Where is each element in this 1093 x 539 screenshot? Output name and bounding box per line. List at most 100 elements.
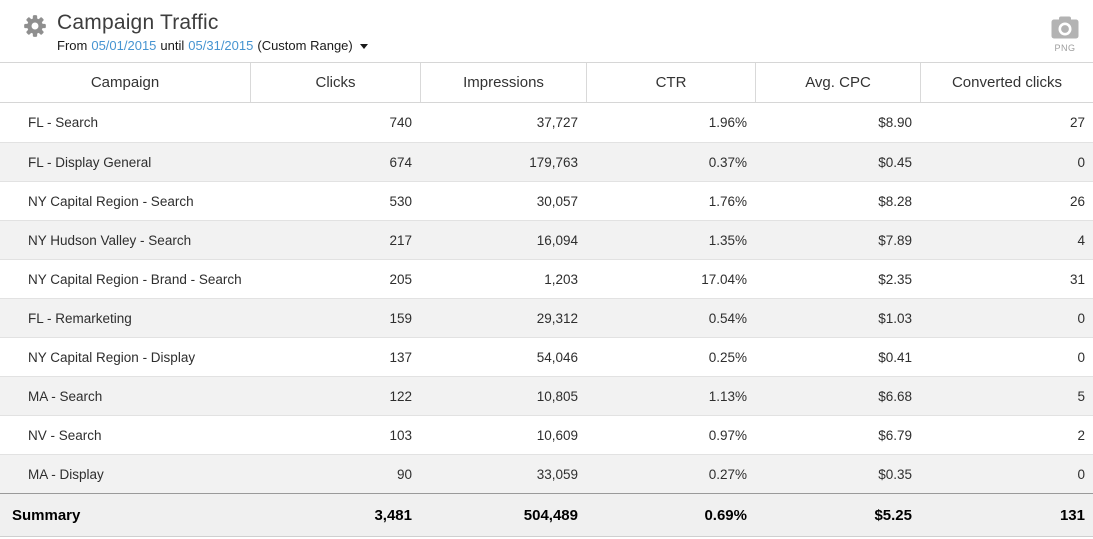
table-row: FL - Search 740 37,727 1.96% $8.90 27 bbox=[0, 103, 1093, 142]
column-header-ctr: CTR bbox=[586, 63, 755, 102]
campaign-cell: NY Capital Region - Brand - Search bbox=[28, 271, 242, 287]
summary-impressions: 504,489 bbox=[523, 506, 578, 524]
ctr-cell: 0.54% bbox=[708, 310, 747, 326]
ctr-cell: 1.96% bbox=[708, 115, 747, 130]
ctr-cell: 0.27% bbox=[708, 466, 747, 482]
impressions-cell: 33,059 bbox=[536, 466, 578, 482]
clicks-cell: 137 bbox=[389, 349, 412, 365]
export-png-button[interactable]: PNG bbox=[1051, 16, 1079, 53]
campaign-cell: NV - Search bbox=[28, 427, 102, 443]
campaign-cell: FL - Remarketing bbox=[28, 310, 132, 326]
clicks-cell: 90 bbox=[396, 466, 412, 482]
converted-clicks-cell: 0 bbox=[1077, 349, 1085, 365]
campaign-cell: NY Capital Region - Display bbox=[28, 349, 196, 365]
avg-cpc-cell: $6.68 bbox=[878, 388, 912, 404]
campaign-cell: MA - Search bbox=[28, 388, 103, 404]
impressions-cell: 10,805 bbox=[536, 388, 578, 404]
impressions-cell: 179,763 bbox=[529, 154, 578, 170]
table-row: NY Hudson Valley - Search 217 16,094 1.3… bbox=[0, 220, 1093, 259]
impressions-cell: 10,609 bbox=[536, 427, 578, 443]
camera-icon bbox=[1051, 16, 1079, 42]
ctr-cell: 1.76% bbox=[708, 193, 747, 209]
campaign-cell: FL - Display General bbox=[28, 154, 152, 170]
summary-avg-cpc: $5.25 bbox=[874, 506, 912, 524]
clicks-cell: 205 bbox=[389, 271, 412, 287]
converted-clicks-cell: 27 bbox=[1069, 115, 1085, 130]
avg-cpc-cell: $0.41 bbox=[878, 349, 912, 365]
summary-converted-clicks: 131 bbox=[1059, 506, 1085, 524]
table-header-row: Campaign Clicks Impressions CTR Avg. CPC… bbox=[0, 62, 1093, 103]
summary-row: Summary 3,481 504,489 0.69% $5.25 131 bbox=[0, 493, 1093, 537]
avg-cpc-cell: $8.90 bbox=[878, 115, 912, 130]
date-until-label: until bbox=[160, 38, 185, 53]
converted-clicks-cell: 26 bbox=[1069, 193, 1085, 209]
impressions-cell: 30,057 bbox=[536, 193, 578, 209]
date-range-type: (Custom Range) bbox=[257, 38, 353, 53]
ctr-cell: 17.04% bbox=[701, 271, 747, 287]
ctr-cell: 1.13% bbox=[708, 388, 747, 404]
avg-cpc-cell: $2.35 bbox=[878, 271, 912, 287]
converted-clicks-cell: 0 bbox=[1077, 310, 1085, 326]
avg-cpc-cell: $0.45 bbox=[878, 154, 912, 170]
end-date-link[interactable]: 05/31/2015 bbox=[188, 38, 254, 53]
clicks-cell: 740 bbox=[389, 115, 412, 130]
converted-clicks-cell: 2 bbox=[1077, 427, 1085, 443]
table-row: MA - Display 90 33,059 0.27% $0.35 0 bbox=[0, 454, 1093, 493]
column-header-clicks: Clicks bbox=[250, 63, 420, 102]
impressions-cell: 16,094 bbox=[536, 232, 578, 248]
start-date-link[interactable]: 05/01/2015 bbox=[91, 38, 157, 53]
table-row: FL - Remarketing 159 29,312 0.54% $1.03 … bbox=[0, 298, 1093, 337]
column-header-impressions: Impressions bbox=[420, 63, 586, 102]
impressions-cell: 37,727 bbox=[536, 115, 578, 130]
avg-cpc-cell: $6.79 bbox=[878, 427, 912, 443]
impressions-cell: 1,203 bbox=[544, 271, 578, 287]
converted-clicks-cell: 31 bbox=[1069, 271, 1085, 287]
ctr-cell: 0.97% bbox=[708, 427, 747, 443]
table-body: FL - Search 740 37,727 1.96% $8.90 27 FL… bbox=[0, 103, 1093, 493]
converted-clicks-cell: 0 bbox=[1077, 154, 1085, 170]
ctr-cell: 0.25% bbox=[708, 349, 747, 365]
table-row: NY Capital Region - Search 530 30,057 1.… bbox=[0, 181, 1093, 220]
summary-clicks: 3,481 bbox=[374, 506, 412, 524]
page-title: Campaign Traffic bbox=[57, 11, 219, 34]
table-row: NV - Search 103 10,609 0.97% $6.79 2 bbox=[0, 415, 1093, 454]
column-header-campaign: Campaign bbox=[90, 74, 160, 91]
title-block: Campaign Traffic From 05/01/2015 until 0… bbox=[57, 10, 368, 53]
table-row: MA - Search 122 10,805 1.13% $6.68 5 bbox=[0, 376, 1093, 415]
clicks-cell: 530 bbox=[389, 193, 412, 209]
converted-clicks-cell: 0 bbox=[1077, 466, 1085, 482]
summary-ctr: 0.69% bbox=[704, 506, 747, 524]
widget-header: Campaign Traffic From 05/01/2015 until 0… bbox=[0, 0, 1093, 62]
avg-cpc-cell: $7.89 bbox=[878, 232, 912, 248]
campaign-cell: MA - Display bbox=[28, 466, 104, 482]
converted-clicks-cell: 5 bbox=[1077, 388, 1085, 404]
column-header-converted-clicks: Converted clicks bbox=[920, 63, 1093, 102]
settings-button[interactable] bbox=[22, 13, 48, 39]
ctr-cell: 1.35% bbox=[708, 232, 747, 248]
avg-cpc-cell: $0.35 bbox=[878, 466, 912, 482]
avg-cpc-cell: $1.03 bbox=[878, 310, 912, 326]
table-row: FL - Display General 674 179,763 0.37% $… bbox=[0, 142, 1093, 181]
avg-cpc-cell: $8.28 bbox=[878, 193, 912, 209]
date-from-label: From bbox=[57, 38, 88, 53]
campaign-cell: NY Capital Region - Search bbox=[28, 193, 194, 209]
campaign-cell: NY Hudson Valley - Search bbox=[28, 232, 192, 248]
converted-clicks-cell: 4 bbox=[1077, 232, 1085, 248]
campaign-cell: FL - Search bbox=[28, 115, 99, 130]
impressions-cell: 54,046 bbox=[536, 349, 578, 365]
gear-icon bbox=[22, 15, 48, 42]
ctr-cell: 0.37% bbox=[708, 154, 747, 170]
clicks-cell: 217 bbox=[389, 232, 412, 248]
clicks-cell: 159 bbox=[389, 310, 412, 326]
impressions-cell: 29,312 bbox=[536, 310, 578, 326]
clicks-cell: 122 bbox=[389, 388, 412, 404]
clicks-cell: 674 bbox=[389, 154, 412, 170]
export-format-label: PNG bbox=[1054, 43, 1076, 53]
column-header-avg-cpc: Avg. CPC bbox=[755, 63, 920, 102]
clicks-cell: 103 bbox=[389, 427, 412, 443]
date-range-picker[interactable]: From 05/01/2015 until 05/31/2015 (Custom… bbox=[57, 38, 368, 53]
table-row: NY Capital Region - Display 137 54,046 0… bbox=[0, 337, 1093, 376]
caret-down-icon[interactable] bbox=[359, 43, 368, 49]
table-row: NY Capital Region - Brand - Search 205 1… bbox=[0, 259, 1093, 298]
